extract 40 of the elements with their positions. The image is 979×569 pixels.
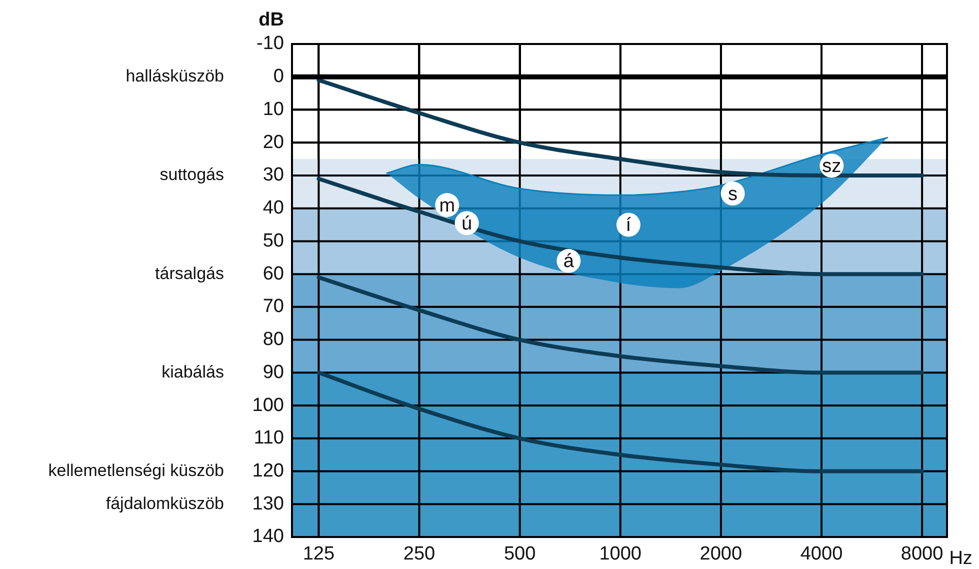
y-tick-label: 40 bbox=[262, 198, 284, 219]
x-tick-label: 125 bbox=[302, 544, 335, 565]
line-series bbox=[316, 78, 924, 178]
annotation: ú bbox=[462, 213, 472, 234]
annotation: sz bbox=[822, 156, 842, 177]
y-axis-title: dB bbox=[258, 10, 284, 31]
x-tick-label: 250 bbox=[403, 544, 436, 565]
line-series bbox=[316, 370, 924, 474]
y-tick-label: 70 bbox=[262, 296, 284, 318]
x-tick-label: 2000 bbox=[700, 544, 742, 565]
y-tick-label: 60 bbox=[262, 263, 284, 284]
y-tick-label: 20 bbox=[262, 132, 284, 153]
y-tick-label: 50 bbox=[262, 230, 284, 252]
y-tick-label: 110 bbox=[254, 428, 284, 449]
x-axis-title: Hz bbox=[949, 548, 972, 569]
category-label: suttogás bbox=[160, 165, 224, 184]
x-tick-label: 1000 bbox=[599, 544, 642, 565]
x-tick-label: 500 bbox=[504, 544, 536, 565]
y-tick-label: 90 bbox=[262, 362, 284, 383]
y-tick-label: 130 bbox=[252, 493, 284, 514]
y-tick-label: 80 bbox=[262, 329, 284, 350]
line-series bbox=[316, 176, 924, 276]
y-tick-label: 100 bbox=[252, 394, 284, 416]
x-tick-label: 8000 bbox=[900, 544, 944, 565]
y-tick-label: 0 bbox=[273, 66, 284, 88]
annotation: í bbox=[626, 215, 632, 236]
y-tick-label: 140 bbox=[252, 526, 284, 548]
x-tick-label: 4000 bbox=[800, 544, 843, 565]
category-label: fájdalomküszöb bbox=[106, 494, 224, 513]
annotation: m bbox=[439, 195, 456, 216]
y-tick-label: -10 bbox=[256, 33, 284, 54]
y-tick-label: 10 bbox=[262, 98, 284, 120]
annotation: á bbox=[563, 251, 574, 272]
category-label: hallásküszöb bbox=[126, 66, 224, 86]
category-label: kiabálás bbox=[162, 362, 224, 382]
annotation: s bbox=[728, 184, 738, 205]
y-tick-label: 120 bbox=[252, 460, 284, 482]
category-label: társalgás bbox=[155, 264, 224, 283]
y-tick-label: 30 bbox=[262, 164, 284, 186]
category-label: kellemetlenségi küszöb bbox=[48, 460, 224, 480]
